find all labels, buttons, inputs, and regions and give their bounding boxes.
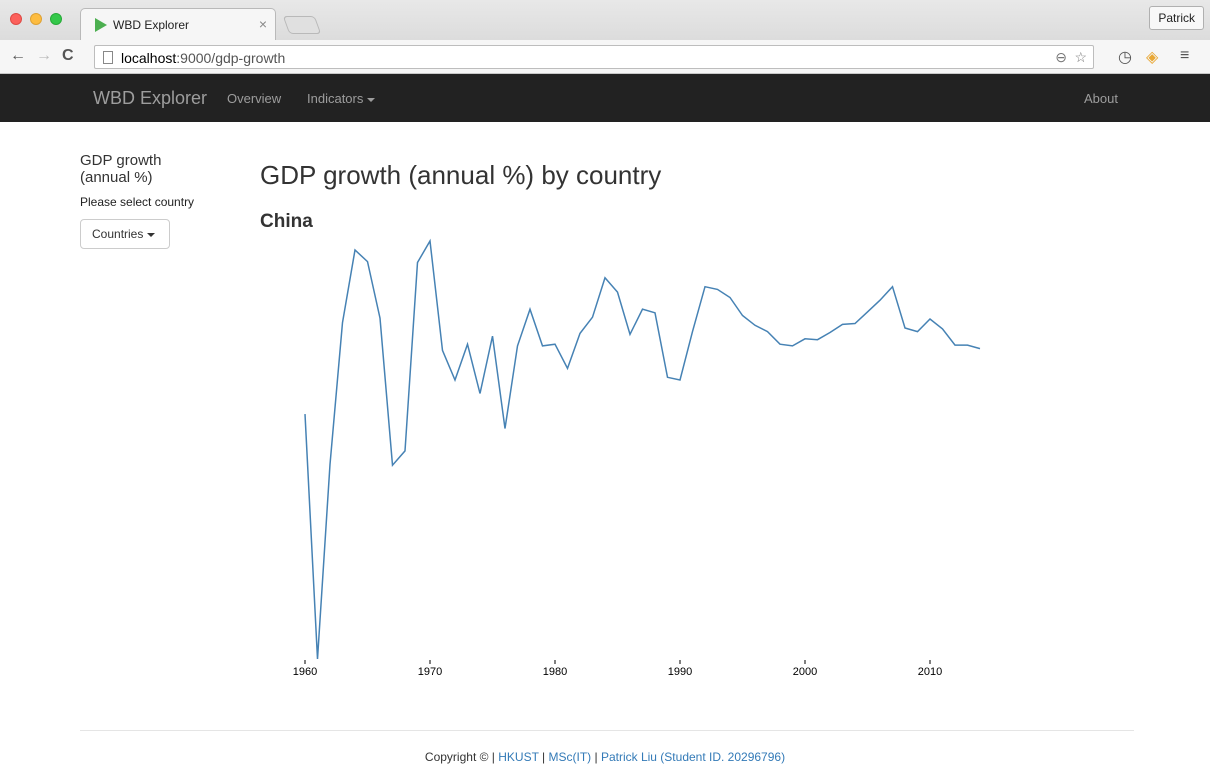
history-clock-icon[interactable]: ◷ [1118, 49, 1132, 66]
address-bar[interactable]: localhost:9000/gdp-growth ⊖ ☆ [94, 45, 1094, 69]
reload-icon[interactable]: C [62, 47, 74, 64]
nav-indicators-label: Indicators [307, 91, 364, 106]
caret-down-icon [147, 232, 156, 237]
nav-about[interactable]: About [1084, 91, 1118, 106]
new-tab-button[interactable] [282, 16, 322, 34]
extension-icon[interactable]: ◈ [1146, 49, 1159, 66]
gdp-growth-line-chart: 1960 1970 1980 1990 2000 2010 [293, 238, 981, 678]
browser-toolbar: ← → C localhost:9000/gdp-growth ⊖ ☆ ◷ ◈ … [0, 40, 1210, 74]
x-tick-label: 1960 [293, 666, 317, 678]
app-navbar: WBD Explorer Overview Indicators About [0, 74, 1210, 122]
footer-divider [80, 730, 1134, 731]
countries-dropdown-label: Countries [92, 227, 144, 241]
tab-title: WBD Explorer [113, 18, 190, 32]
bookmark-star-icon[interactable]: ☆ [1074, 49, 1087, 65]
close-window-button[interactable] [10, 13, 22, 25]
author-link[interactable]: Patrick Liu (Student ID. 20296796) [600, 750, 786, 764]
x-tick-label: 1980 [543, 666, 567, 678]
play-favicon-icon [95, 18, 107, 32]
zoom-icon[interactable]: ⊖ [1055, 49, 1067, 65]
brand-link[interactable]: WBD Explorer [93, 88, 208, 108]
maximize-window-button[interactable] [50, 13, 62, 25]
copyright-text: Copyright © | [424, 750, 499, 764]
footer: Copyright © | HKUST | MSc(IT) | Patrick … [0, 750, 1210, 764]
hkust-link[interactable]: HKUST [498, 750, 539, 764]
footer-separator: | [538, 750, 549, 764]
menu-icon[interactable]: ≡ [1180, 47, 1190, 64]
footer-separator: | [591, 750, 601, 764]
x-tick-label: 2000 [793, 666, 817, 678]
nav-overview[interactable]: Overview [227, 91, 282, 106]
browser-tab-strip: WBD Explorer × Patrick [0, 0, 1210, 40]
url-path: :9000/gdp-growth [176, 50, 286, 66]
back-arrow-icon[interactable]: ← [10, 47, 26, 64]
country-heading: China [260, 211, 313, 232]
browser-tab[interactable]: WBD Explorer × [80, 8, 276, 40]
page-title: GDP growth (annual %) by country [260, 160, 662, 190]
x-tick-label: 1990 [668, 666, 692, 678]
x-tick-label: 1970 [418, 666, 442, 678]
url-host: localhost [121, 50, 177, 66]
caret-down-icon [367, 97, 376, 102]
address-url[interactable]: localhost:9000/gdp-growth [121, 50, 285, 66]
forward-arrow-icon[interactable]: → [36, 47, 52, 64]
page-icon [103, 51, 113, 64]
countries-dropdown-button[interactable]: Countries [80, 219, 170, 249]
msc-link[interactable]: MSc(IT) [548, 750, 592, 764]
sidebar-title: GDP growth (annual %) [80, 152, 162, 186]
tab-close-icon[interactable]: × [258, 16, 267, 32]
x-tick-label: 2010 [918, 666, 942, 678]
sidebar-hint: Please select country [80, 195, 195, 209]
minimize-window-button[interactable] [30, 13, 42, 25]
nav-indicators[interactable]: Indicators [307, 91, 376, 106]
profile-button[interactable]: Patrick [1149, 6, 1204, 30]
x-axis: 1960 1970 1980 1990 2000 2010 [293, 660, 942, 678]
gdp-growth-series-line [304, 238, 981, 660]
